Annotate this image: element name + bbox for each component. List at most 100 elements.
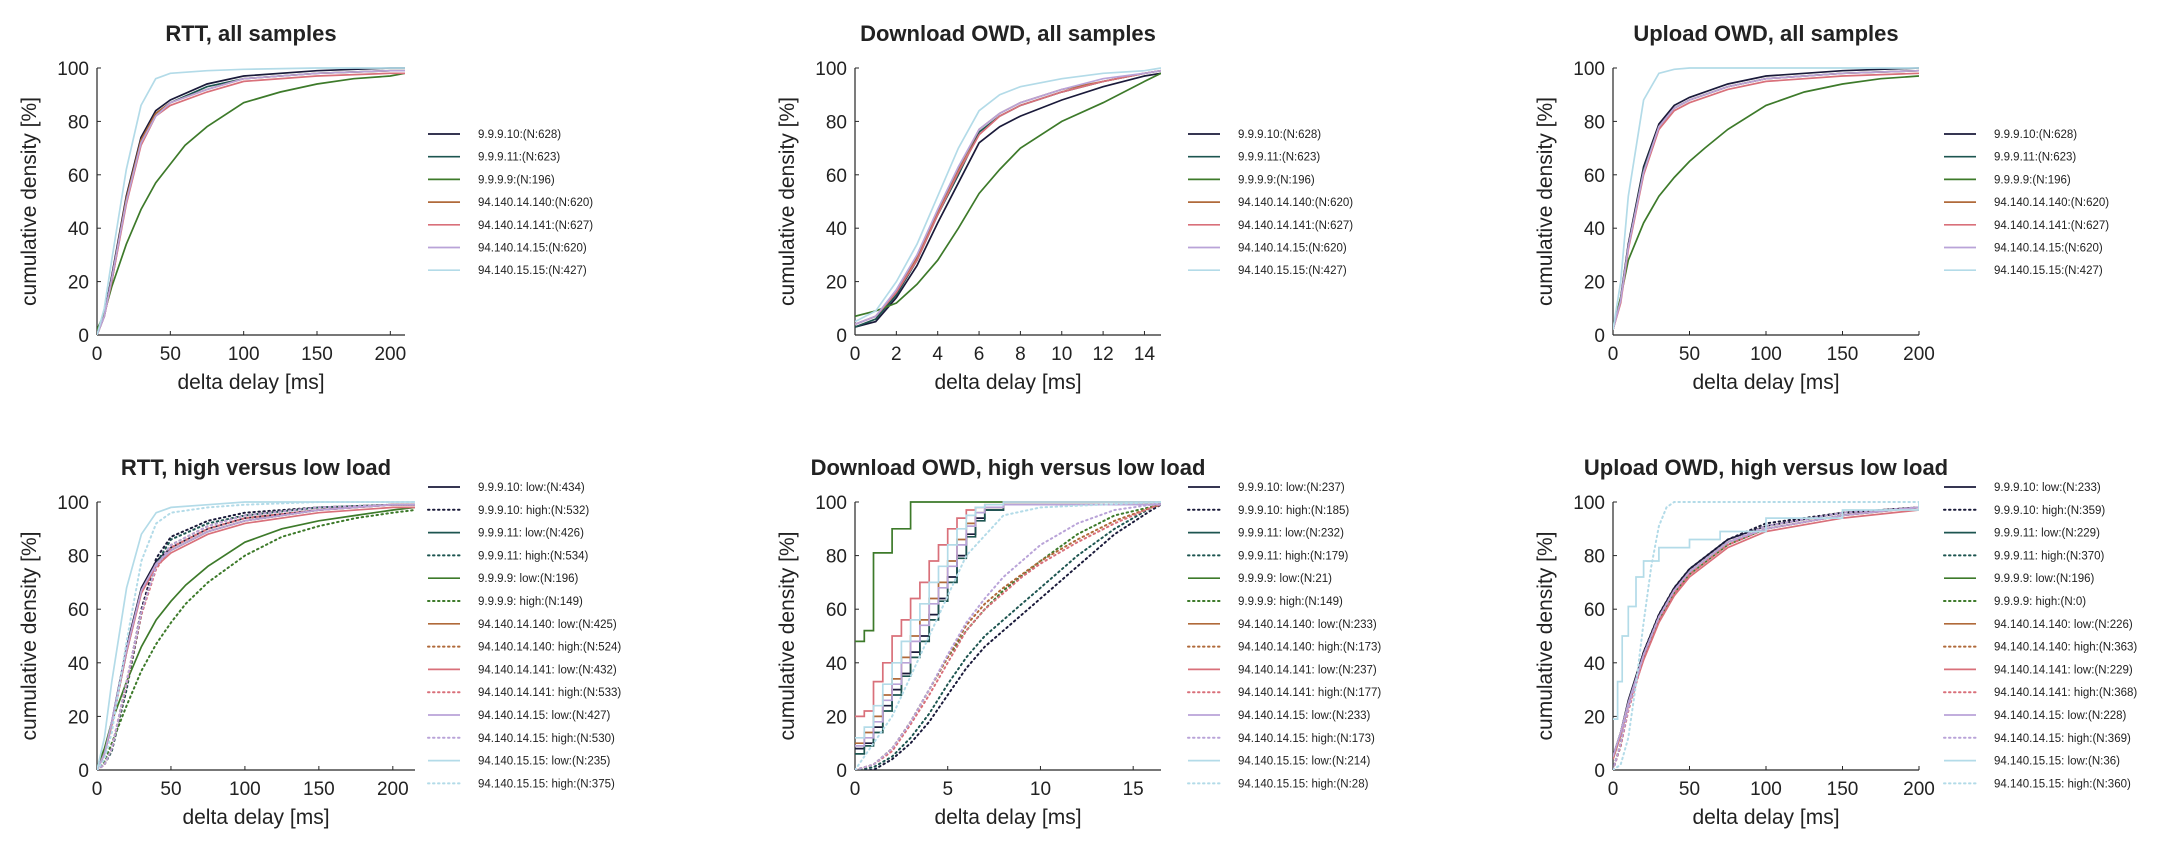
legend-entry: 9.9.9.11: low:(N:232) — [1238, 528, 1344, 540]
y-axis-label: cumulative density [%] — [18, 532, 41, 741]
legend-entry: 94.140.14.140: high:(N:363) — [1994, 642, 2137, 654]
series-line — [97, 506, 415, 770]
series-line — [97, 503, 415, 770]
y-axis-label: cumulative density [%] — [1534, 97, 1557, 306]
legend-entry: 94.140.15.15: low:(N:36) — [1994, 756, 2120, 768]
legend-entry: 94.140.15.15:(N:427) — [1994, 265, 2103, 277]
x-axis-label: delta delay [ms] — [934, 371, 1081, 394]
series-line — [855, 503, 1161, 770]
chart-title: Upload OWD, all samples — [1633, 21, 1898, 46]
series-line — [855, 503, 1161, 770]
legend-entry: 94.140.14.141: high:(N:533) — [478, 687, 621, 699]
chart-panel: Download OWD, all samples 0 20 40 60 80 100 0 2 4… — [776, 21, 1353, 394]
series-line — [855, 503, 1161, 770]
series-line — [1613, 506, 1919, 770]
series-line — [1613, 506, 1919, 760]
chart-panel: RTT, all samples 0 20 40 60 80 100 0 50 100 150 200… — [18, 21, 593, 394]
x-tick-label: 0 — [92, 779, 103, 800]
x-tick-label: 10 — [1051, 344, 1072, 365]
y-tick-label: 60 — [68, 166, 89, 187]
chart-panel: Download OWD, high versus low load 0 20 40 6… — [776, 455, 1381, 829]
series-line — [1613, 506, 1919, 757]
x-tick-label: 5 — [942, 779, 953, 800]
series-line — [855, 72, 1161, 328]
x-tick-label: 200 — [374, 344, 406, 365]
legend-entry: 94.140.15.15: high:(N:375) — [478, 778, 615, 790]
legend-entry: 94.140.15.15:(N:427) — [1238, 265, 1347, 277]
y-tick-label: 80 — [826, 112, 847, 133]
legend-entry: 9.9.9.11:(N:623) — [478, 152, 560, 164]
legend-entry: 9.9.9.10:(N:628) — [1994, 129, 2077, 141]
y-tick-label: 0 — [1594, 326, 1605, 347]
legend-entry: 94.140.14.15:(N:620) — [1238, 243, 1347, 255]
x-axis-label: delta delay [ms] — [182, 806, 329, 829]
series-line — [855, 501, 1161, 770]
x-tick-label: 10 — [1030, 779, 1051, 800]
series-line — [1613, 69, 1919, 330]
y-tick-label: 80 — [68, 547, 89, 568]
legend-entry: 94.140.14.15: low:(N:427) — [478, 710, 611, 722]
chart-title: Download OWD, all samples — [860, 21, 1156, 46]
legend-entry: 94.140.14.140:(N:620) — [478, 197, 593, 209]
x-tick-label: 50 — [1679, 344, 1700, 365]
x-tick-label: 12 — [1093, 344, 1114, 365]
y-tick-label: 60 — [826, 166, 847, 187]
legend-entry: 9.9.9.10: high:(N:532) — [478, 505, 589, 517]
y-axis-label: cumulative density [%] — [18, 97, 41, 306]
chart-title: RTT, high versus low load — [121, 455, 391, 480]
x-tick-label: 100 — [229, 779, 261, 800]
legend-entry: 94.140.15.15: low:(N:235) — [478, 756, 611, 768]
y-tick-label: 20 — [826, 273, 847, 294]
legend-entry: 9.9.9.9:(N:196) — [1994, 174, 2071, 186]
chart-title: Download OWD, high versus low load — [811, 455, 1206, 480]
legend-entry: 9.9.9.11: low:(N:229) — [1994, 528, 2100, 540]
x-tick-label: 14 — [1134, 344, 1156, 365]
legend-entry: 94.140.14.15: low:(N:228) — [1994, 710, 2127, 722]
series-line — [855, 501, 1161, 739]
x-tick-label: 0 — [1608, 779, 1619, 800]
legend-entry: 94.140.14.141:(N:627) — [1238, 220, 1353, 232]
x-tick-label: 100 — [1750, 779, 1782, 800]
legend-entry: 94.140.15.15: high:(N:360) — [1994, 778, 2131, 790]
y-tick-label: 60 — [1584, 166, 1605, 187]
x-axis-label: delta delay [ms] — [1692, 371, 1839, 394]
series-line — [1613, 506, 1919, 757]
legend-entry: 9.9.9.9: low:(N:196) — [478, 573, 579, 585]
series-line — [97, 69, 405, 335]
series-line — [855, 69, 1161, 326]
x-tick-label: 15 — [1123, 779, 1144, 800]
y-tick-label: 0 — [78, 761, 89, 782]
series-line — [97, 503, 415, 770]
chart-title: RTT, all samples — [165, 21, 336, 46]
x-axis-label: delta delay [ms] — [177, 371, 324, 394]
legend-entry: 9.9.9.11: low:(N:426) — [478, 528, 584, 540]
legend-entry: 9.9.9.10: high:(N:185) — [1238, 505, 1349, 517]
series-line — [855, 69, 1161, 326]
x-tick-label: 50 — [160, 344, 181, 365]
y-tick-label: 20 — [68, 273, 89, 294]
series-line — [97, 503, 415, 770]
chart-panel: Upload OWD, all samples 0 20 40 60 80 100 0 50 10… — [1534, 21, 2109, 394]
series-line — [855, 67, 1161, 323]
x-tick-label: 100 — [228, 344, 260, 365]
legend-entry: 94.140.14.140: low:(N:425) — [478, 619, 617, 631]
legend-entry: 9.9.9.9: high:(N:0) — [1994, 596, 2086, 608]
legend-entry: 9.9.9.10: low:(N:233) — [1994, 482, 2101, 494]
x-tick-label: 150 — [1827, 779, 1859, 800]
series-line — [97, 503, 415, 770]
legend-entry: 9.9.9.10: low:(N:237) — [1238, 482, 1345, 494]
x-tick-label: 50 — [160, 779, 181, 800]
y-tick-label: 20 — [1584, 273, 1605, 294]
legend-entry: 9.9.9.9:(N:196) — [478, 174, 555, 186]
legend-entry: 9.9.9.11:(N:623) — [1238, 152, 1320, 164]
chart-panel: RTT, high versus low load 0 20 40 60 80 100 0 50… — [18, 455, 621, 829]
series-line — [97, 506, 415, 768]
legend-entry: 94.140.14.141: high:(N:368) — [1994, 687, 2137, 699]
legend-entry: 94.140.15.15: high:(N:28) — [1238, 778, 1369, 790]
x-tick-label: 0 — [850, 779, 861, 800]
series-line — [855, 503, 1161, 770]
series-line — [855, 501, 1161, 770]
y-tick-label: 80 — [826, 547, 847, 568]
